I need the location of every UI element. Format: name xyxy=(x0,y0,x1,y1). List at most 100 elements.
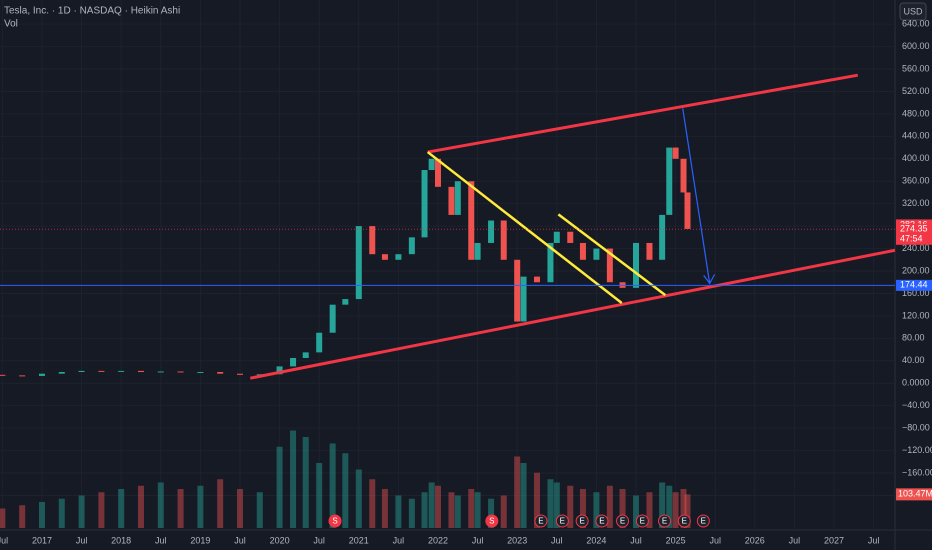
volume-bar xyxy=(290,430,297,528)
candle-body xyxy=(118,370,125,372)
event-label: E xyxy=(599,517,604,526)
candle-body xyxy=(680,158,687,193)
candle-body xyxy=(342,299,349,305)
candle-body xyxy=(520,276,527,322)
volume-bar xyxy=(19,505,26,528)
x-tick-label: 2019 xyxy=(190,535,210,545)
candle-body xyxy=(0,374,6,376)
y-tick-label: 400.00 xyxy=(902,153,930,163)
candle-body xyxy=(659,214,666,260)
y-tick-label: 600.00 xyxy=(902,41,930,51)
x-tick-label: 2017 xyxy=(32,535,52,545)
x-tick-label: Jul xyxy=(551,535,563,545)
event-label: S xyxy=(332,517,337,526)
volume-bar xyxy=(468,489,475,528)
x-tick-label: 2023 xyxy=(507,535,527,545)
candle-body xyxy=(684,192,691,229)
event-icon xyxy=(595,514,609,528)
volume-bar xyxy=(302,437,309,528)
volume-bar xyxy=(137,485,144,528)
volume-bar xyxy=(666,485,673,528)
y-tick-label: 560.00 xyxy=(902,63,930,73)
chart-title: Tesla, Inc. · 1D · NASDAQ · Heikin Ashi xyxy=(4,6,180,17)
volume-bar xyxy=(118,489,125,528)
event-label: S xyxy=(489,517,494,526)
x-tick-label: 2021 xyxy=(349,535,369,545)
event-label: E xyxy=(682,517,687,526)
event-icon xyxy=(635,514,649,528)
y-tick-label: 160.00 xyxy=(902,288,930,298)
y-tick-label: 0.0000 xyxy=(902,378,930,388)
candle-body xyxy=(448,186,455,215)
candle-body xyxy=(646,242,653,260)
volume-bar xyxy=(534,472,540,528)
x-tick-label: 2026 xyxy=(745,535,765,545)
arrow-head xyxy=(703,274,716,285)
volume-bar xyxy=(329,443,336,528)
event-icon xyxy=(677,514,691,528)
event-label: E xyxy=(640,517,645,526)
volume-bar xyxy=(0,508,6,528)
grid xyxy=(0,0,895,530)
volume-bar xyxy=(342,453,349,528)
y-tick-label: 360.00 xyxy=(902,176,930,186)
y-tick-label: 440.00 xyxy=(902,131,930,141)
candle-body xyxy=(579,242,586,260)
candle-body xyxy=(514,259,521,322)
y-tick-label: −160.00 xyxy=(902,467,932,477)
candle-body xyxy=(98,370,105,372)
x-tick-label: Jul xyxy=(789,535,801,545)
x-tick-label: Jul xyxy=(630,535,642,545)
candle-body xyxy=(395,254,402,260)
x-tick-label: Jul xyxy=(709,535,721,545)
volume-bar xyxy=(428,482,435,528)
x-tick-label: Jul xyxy=(868,535,880,545)
volume-label-box xyxy=(896,488,932,501)
candle-body xyxy=(256,374,263,376)
volume-bar xyxy=(369,479,376,528)
candle-body xyxy=(666,147,673,215)
volume-bar xyxy=(619,489,626,528)
currency-label[interactable]: USD xyxy=(903,6,923,16)
volume-bar xyxy=(276,446,283,528)
x-tick-label: Jul xyxy=(313,535,325,545)
x-tick-label: Jul xyxy=(76,535,88,545)
y-tick-label: 120.00 xyxy=(902,310,930,320)
event-icon xyxy=(328,514,342,528)
volume-bar xyxy=(547,479,554,528)
volume-bar xyxy=(256,492,263,528)
candle-body xyxy=(290,357,297,367)
volume-bar xyxy=(355,469,362,528)
volume-bar xyxy=(454,495,461,528)
candle-body xyxy=(236,373,243,375)
volume-bar xyxy=(197,485,204,528)
y-tick-label: 480.00 xyxy=(902,108,930,118)
candle-body xyxy=(329,304,336,333)
currency-button[interactable] xyxy=(899,2,927,21)
x-tick-label: 2024 xyxy=(586,535,606,545)
volume-bar xyxy=(659,482,666,528)
candle-body xyxy=(217,372,224,374)
event-icon xyxy=(575,514,589,528)
volume-bar xyxy=(421,492,428,528)
volume-bar xyxy=(553,482,560,528)
trendline xyxy=(682,108,711,284)
event-icon xyxy=(485,514,499,528)
candle-body xyxy=(19,375,26,377)
y-tick-label: −120.00 xyxy=(902,445,932,455)
y-tick-label: 520.00 xyxy=(902,86,930,96)
event-label: E xyxy=(579,517,584,526)
y-tick-label: 640.00 xyxy=(902,19,930,29)
candle-body xyxy=(434,158,441,187)
axis: 640.00 600.00 560.00 520.00 480.00 440.00 400.… xyxy=(0,19,932,545)
volume-bar xyxy=(684,494,691,528)
x-tick-label: 2020 xyxy=(270,535,290,545)
y-tick-label: 200.00 xyxy=(902,265,930,275)
candle-body xyxy=(672,147,679,159)
volume-bar xyxy=(672,492,679,528)
event-label: E xyxy=(620,517,625,526)
price-label: 174.44 xyxy=(900,280,928,290)
volume-bar xyxy=(58,498,65,528)
x-tick-label: 2027 xyxy=(824,535,844,545)
